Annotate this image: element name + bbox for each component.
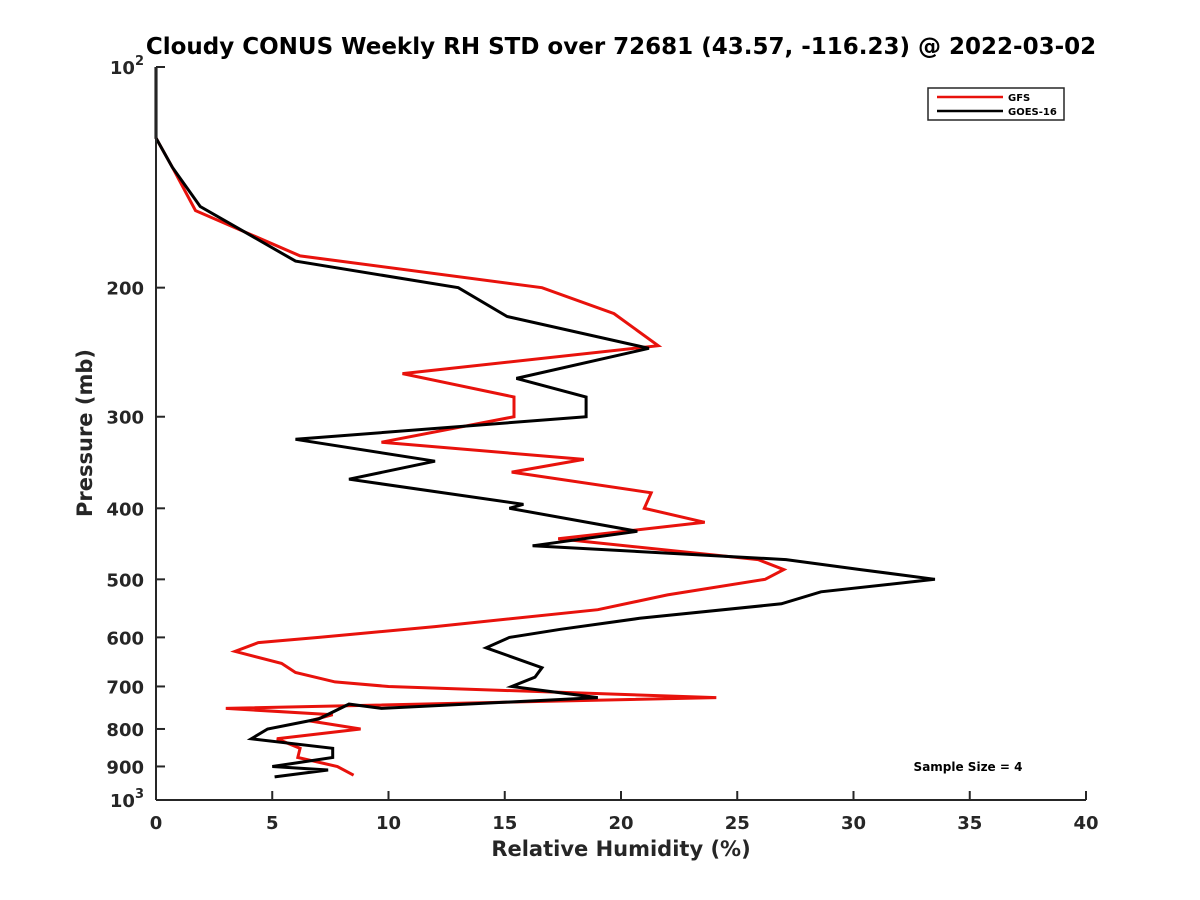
x-axis-ticks: 0 5 10 15 20 25 30 35 40 xyxy=(150,791,1099,834)
y-tick-label: 102 xyxy=(110,54,144,79)
y-tick-label: 500 xyxy=(106,570,144,591)
axes: 0 5 10 15 20 25 30 35 40 10220030040050060070080… xyxy=(106,54,1098,834)
y-tick-label: 900 xyxy=(106,757,144,778)
sample-size-annotation: Sample Size = 4 xyxy=(914,760,1023,774)
y-tick-base: 700 xyxy=(106,677,144,698)
y-tick-base: 300 xyxy=(106,408,144,429)
y-tick-base: 900 xyxy=(106,757,144,778)
y-tick-base: 10 xyxy=(110,58,135,79)
y-tick-label: 800 xyxy=(106,720,144,741)
x-tick-label: 40 xyxy=(1073,813,1098,834)
legend-box xyxy=(927,87,1065,121)
x-tick-label: 35 xyxy=(957,813,982,834)
chart-title: Cloudy CONUS Weekly RH STD over 72681 (4… xyxy=(146,34,1096,60)
y-tick-label: 700 xyxy=(106,677,144,698)
y-tick-base: 200 xyxy=(106,279,144,300)
y-tick-base: 800 xyxy=(106,720,144,741)
y-tick-base: 600 xyxy=(106,628,144,649)
series-layer xyxy=(154,67,936,779)
y-tick-label: 200 xyxy=(106,279,144,300)
x-tick-label: 25 xyxy=(725,813,750,834)
x-tick-label: 0 xyxy=(150,813,163,834)
x-tick-label: 15 xyxy=(492,813,517,834)
legend-label-goes16: GOES-16 xyxy=(1008,107,1057,118)
legend: GFS GOES-16 xyxy=(927,87,1065,121)
x-axis-label: Relative Humidity (%) xyxy=(491,837,750,861)
y-tick-label: 600 xyxy=(106,628,144,649)
y-tick-exponent: 2 xyxy=(135,54,144,69)
y-tick-label: 103 xyxy=(110,787,144,812)
x-tick-label: 5 xyxy=(266,813,279,834)
y-axis-label: Pressure (mb) xyxy=(73,349,97,517)
series-line-goes16 xyxy=(154,67,936,779)
y-tick-label: 400 xyxy=(106,499,144,520)
y-tick-exponent: 3 xyxy=(135,787,144,802)
y-tick-base: 500 xyxy=(106,570,144,591)
x-tick-label: 10 xyxy=(376,813,401,834)
y-tick-base: 10 xyxy=(110,791,135,812)
legend-label-gfs: GFS xyxy=(1008,93,1030,104)
y-tick-base: 400 xyxy=(106,499,144,520)
x-tick-label: 30 xyxy=(841,813,866,834)
x-tick-label: 20 xyxy=(608,813,633,834)
y-tick-label: 300 xyxy=(106,408,144,429)
